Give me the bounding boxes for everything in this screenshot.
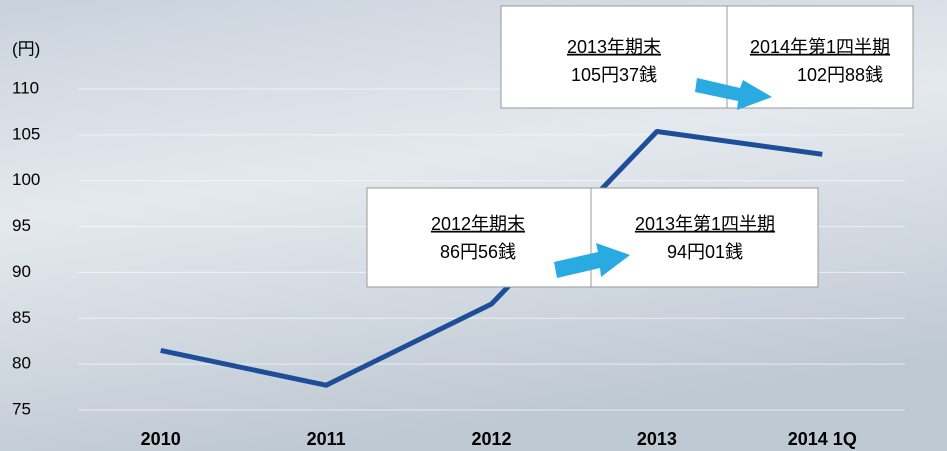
annotation-title: 2013年第1四半期: [635, 214, 775, 234]
x-tick-label: 2014 1Q: [788, 429, 857, 449]
annotation-box: 2012年期末 86円56銭 2013年第1四半期 94円01銭: [366, 187, 819, 288]
annotation-title: 2012年期末: [431, 214, 525, 234]
line-series: [160, 128, 823, 388]
y-tick-label: 95: [12, 216, 31, 235]
annotation-value: 102円88銭: [797, 65, 883, 85]
annotation-title: 2013年期末: [567, 37, 661, 57]
y-tick-label: 100: [12, 170, 40, 189]
annotation-title: 2014年第1四半期: [750, 37, 890, 57]
box: [366, 187, 819, 288]
annotation-value: 86円56銭: [440, 242, 516, 262]
y-tick-label: 110: [12, 78, 39, 97]
arrow: [554, 243, 630, 278]
annotation-box: 2013年期末 105円37銭 2014年第1四半期 102円88銭: [500, 5, 914, 110]
x-tick-label: 2012: [471, 429, 511, 449]
plot: [160, 128, 823, 388]
annotation-value: 94円01銭: [667, 242, 743, 262]
annotation-value: 105円37銭: [571, 65, 657, 85]
y-tick-label: 85: [12, 308, 31, 327]
x-tick-label: 2010: [141, 429, 181, 449]
arrow: [695, 78, 772, 110]
y-tick-label: 75: [12, 399, 31, 418]
y-tick-label: 90: [12, 262, 31, 281]
x-tick-label: 2011: [307, 429, 346, 449]
y-tick-label: 80: [12, 354, 31, 373]
x-tick-label: 2013: [637, 429, 677, 449]
y-axis-label: (円): [12, 39, 40, 58]
y-tick-label: 105: [12, 124, 40, 143]
